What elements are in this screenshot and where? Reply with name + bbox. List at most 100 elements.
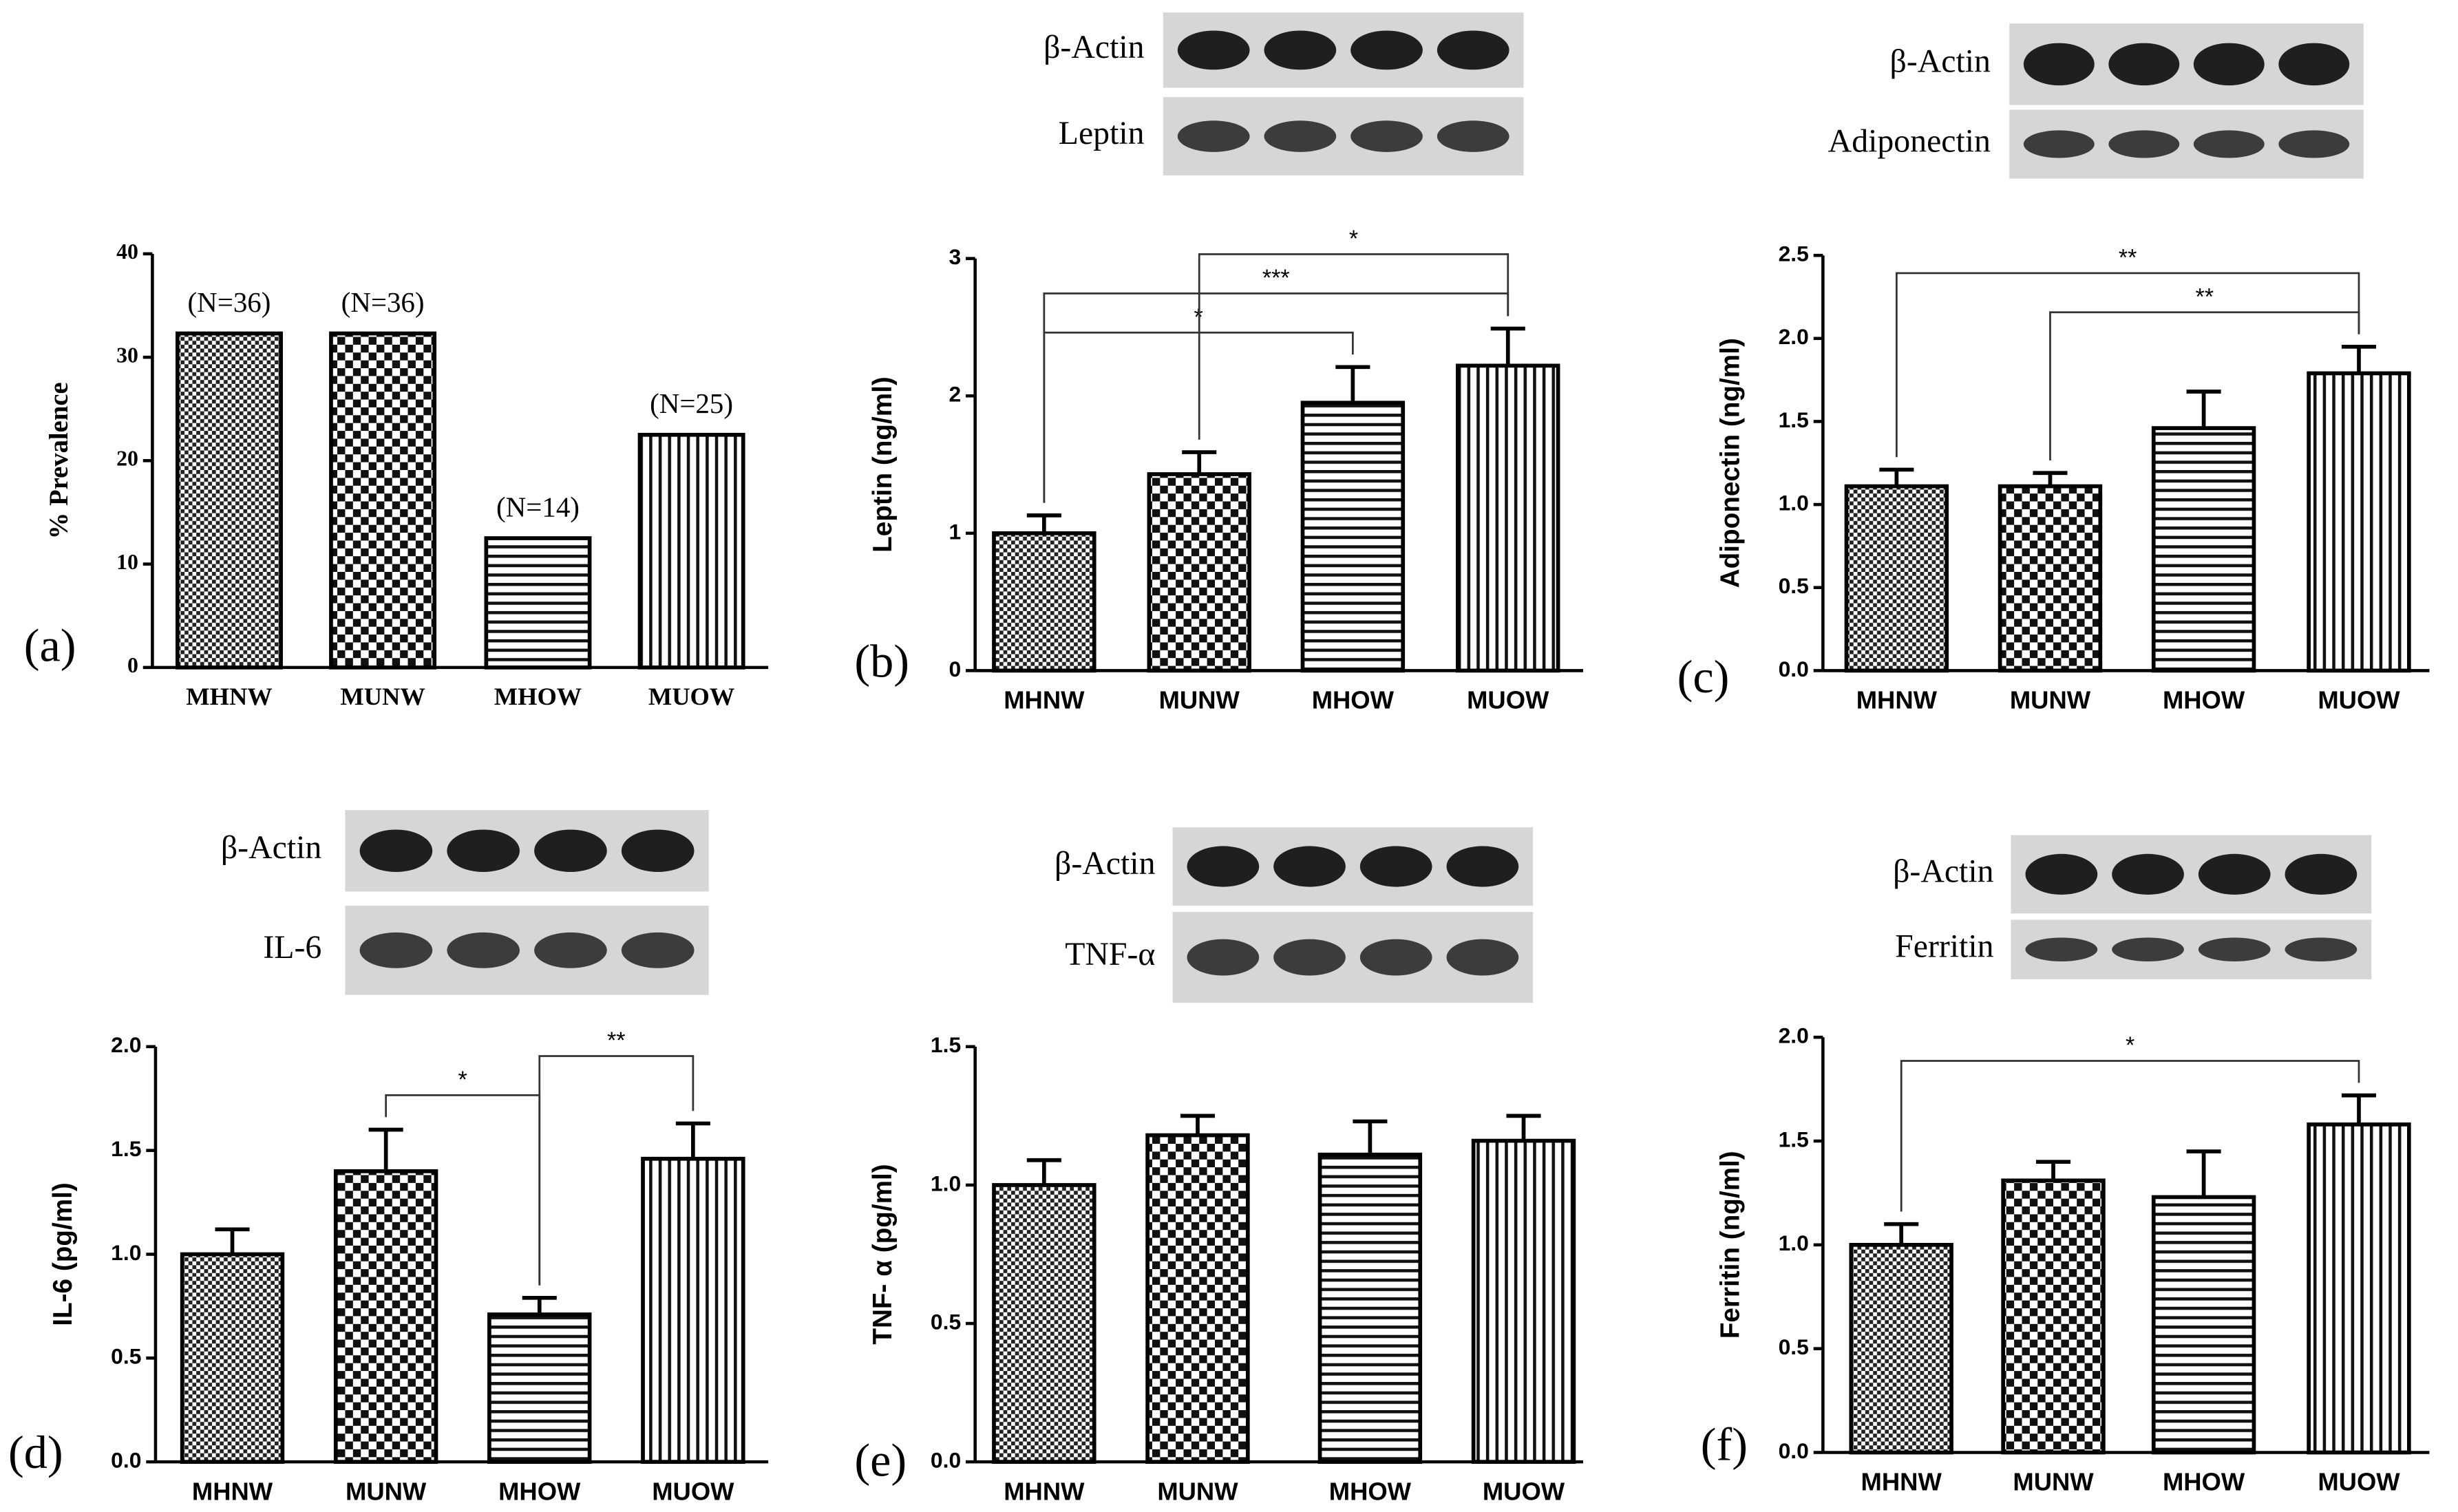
blot-band	[621, 932, 695, 968]
y-tick-label: 0.0	[1779, 657, 1809, 681]
blot-band	[1359, 939, 1432, 976]
x-tick-label: MUNW	[2013, 1468, 2094, 1496]
blot-label: β-Actin	[1055, 845, 1156, 882]
y-tick-label: 3	[949, 244, 961, 269]
significance-label: **	[2195, 284, 2214, 310]
x-tick-label: MUOW	[648, 683, 734, 710]
x-tick-label: MHOW	[498, 1477, 581, 1505]
y-axis-label: IL-6 (pg/ml)	[48, 1182, 78, 1325]
blot-band	[359, 932, 433, 968]
x-tick-label: MHOW	[1329, 1477, 1412, 1505]
error-bar	[215, 1227, 250, 1255]
x-tick-label: MHNW	[192, 1477, 273, 1505]
blot-band	[2108, 130, 2180, 158]
blot-band	[1437, 30, 1509, 70]
bar	[333, 1169, 438, 1464]
error-bar	[1353, 1119, 1388, 1155]
panel-label: (e)	[854, 1434, 907, 1486]
y-tick-label: 1.5	[111, 1136, 141, 1161]
bar	[641, 1156, 745, 1464]
bar	[2307, 1122, 2411, 1455]
y-axis-label: Leptin (ng/ml)	[868, 376, 898, 553]
x-tick-label: MUOW	[2318, 686, 2400, 714]
error-bar	[1180, 1114, 1216, 1136]
x-tick-label: MUNW	[346, 1477, 427, 1505]
bar	[1844, 484, 1949, 673]
bar	[1145, 1133, 1250, 1464]
x-tick-label: MHOW	[1312, 686, 1395, 714]
y-tick-label: 0	[949, 657, 961, 681]
y-tick-label: 2	[949, 382, 961, 407]
y-tick-label: 2.0	[1779, 324, 1809, 349]
error-bar	[675, 1121, 710, 1159]
blot-band	[447, 932, 520, 968]
blot-band	[1187, 939, 1260, 976]
blot-band	[534, 829, 607, 873]
blot-band	[1350, 120, 1423, 152]
x-tick-label: MUOW	[652, 1477, 734, 1505]
bar-annotation: (N=36)	[187, 286, 271, 318]
y-tick-label: 1.0	[1779, 1231, 1809, 1255]
bar	[1849, 1242, 1953, 1455]
y-tick-label: 1.5	[1779, 407, 1809, 432]
significance-label: **	[2119, 244, 2137, 270]
bar	[992, 531, 1096, 673]
blot-label: IL-6	[263, 929, 321, 966]
y-tick-label: 0.5	[1779, 573, 1809, 598]
blot-band	[2112, 937, 2184, 961]
y-tick-label: 2.5	[1779, 242, 1809, 266]
blot-label: β-Actin	[1043, 29, 1145, 65]
x-tick-label: MHOW	[2163, 686, 2245, 714]
bar-annotation: (N=36)	[341, 286, 425, 318]
error-bar	[1490, 326, 1525, 366]
y-axis-label: % Prevalence	[45, 382, 74, 539]
y-tick-label: 1.0	[1779, 491, 1809, 515]
bar	[2001, 1178, 2106, 1455]
blot-band	[2023, 43, 2095, 86]
blot-band	[447, 829, 520, 873]
blot-band	[1187, 846, 1260, 887]
error-bar	[1506, 1114, 1541, 1141]
x-tick-label: MHNW	[186, 683, 272, 710]
error-bar	[1026, 513, 1061, 533]
blot-label: β-Actin	[1890, 43, 1991, 79]
blot-band	[1264, 120, 1337, 152]
x-tick-label: MUOW	[1467, 686, 1549, 714]
y-tick-label: 0.0	[111, 1448, 141, 1473]
x-tick-label: MUNW	[1157, 1477, 1238, 1505]
x-tick-label: MHNW	[1004, 686, 1085, 714]
significance-label: *	[458, 1067, 467, 1093]
y-tick-label: 1.0	[111, 1240, 141, 1265]
x-tick-label: MUNW	[340, 683, 425, 710]
y-tick-label: 0	[127, 653, 138, 677]
significance-bracket	[538, 1055, 695, 1286]
error-bar	[522, 1295, 557, 1314]
y-tick-label: 10	[116, 550, 138, 574]
panel-label: (d)	[8, 1426, 63, 1478]
blot-label: TNF-α	[1065, 936, 1155, 972]
x-tick-label: MUNW	[2010, 686, 2091, 714]
y-axis-label: Adiponectin (ng/ml)	[1716, 338, 1746, 588]
y-tick-label: 2.0	[111, 1032, 141, 1057]
y-tick-label: 0.5	[111, 1344, 141, 1369]
significance-bracket	[1198, 253, 1509, 440]
blot-band	[1177, 30, 1250, 70]
panel-label: (b)	[854, 635, 909, 687]
blot-band	[2198, 853, 2271, 895]
x-tick-label: MHNW	[1861, 1468, 1942, 1496]
error-bar	[1884, 1222, 1919, 1245]
bar-annotation: (N=25)	[650, 387, 733, 419]
significance-label: **	[607, 1027, 626, 1054]
blot-label: β-Actin	[1893, 853, 1994, 889]
blot-label: Adiponectin	[1828, 123, 1991, 159]
blot-band	[2278, 130, 2350, 158]
blot-band	[2285, 853, 2358, 895]
panel-label: (c)	[1677, 650, 1730, 703]
bar	[175, 331, 283, 670]
y-tick-label: 1.0	[931, 1171, 961, 1195]
x-tick-label: MUNW	[1159, 686, 1240, 714]
x-tick-label: MHOW	[494, 683, 582, 710]
bar	[637, 432, 745, 670]
blot-band	[2198, 937, 2271, 961]
y-tick-label: 0.5	[931, 1309, 961, 1334]
